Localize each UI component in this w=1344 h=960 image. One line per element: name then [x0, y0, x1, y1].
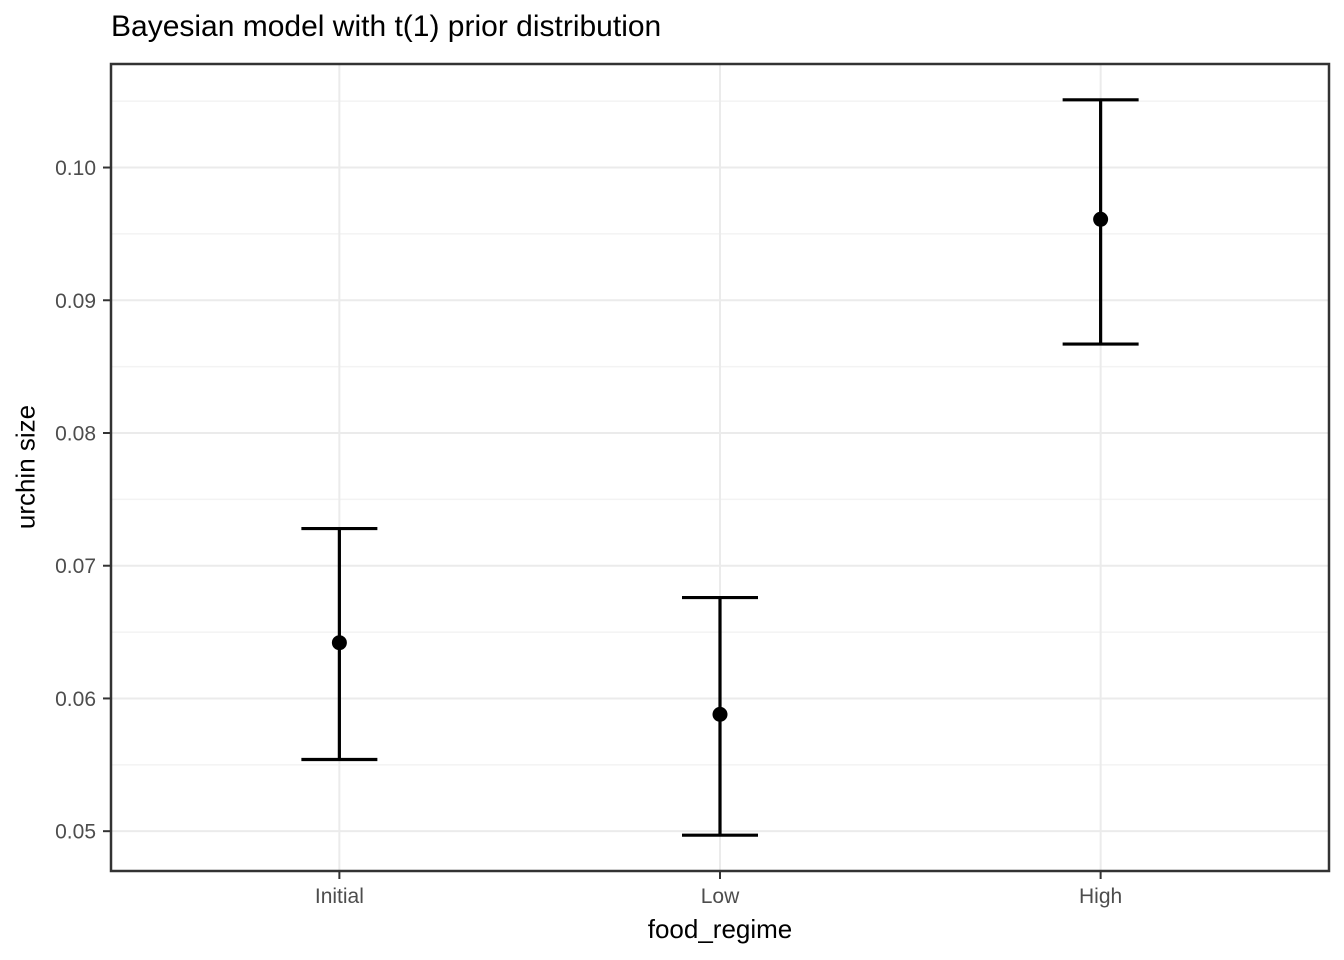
point-high — [1093, 211, 1109, 227]
y-axis-title: urchin size — [10, 404, 41, 530]
x-tick-label: Low — [701, 885, 740, 908]
y-tick-label: 0.08 — [55, 422, 96, 445]
y-tick-label: 0.07 — [55, 555, 96, 578]
y-tick-label: 0.10 — [55, 157, 96, 180]
x-tick-label: High — [1079, 885, 1122, 908]
point-initial — [331, 635, 347, 651]
x-axis-title: food_regime — [647, 914, 793, 944]
y-tick-label: 0.06 — [55, 688, 96, 711]
point-low — [712, 706, 728, 722]
chart-title: Bayesian model with t(1) prior distribut… — [111, 10, 662, 43]
x-tick-label: Initial — [315, 885, 364, 908]
y-tick-label: 0.05 — [55, 821, 96, 844]
y-tick-label: 0.09 — [55, 290, 96, 313]
